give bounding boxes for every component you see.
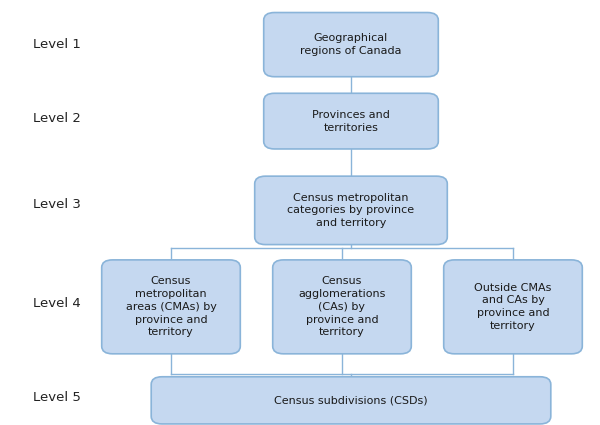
Text: Level 1: Level 1 bbox=[33, 38, 81, 51]
Text: Level 2: Level 2 bbox=[33, 113, 81, 125]
Text: Geographical
regions of Canada: Geographical regions of Canada bbox=[300, 33, 402, 56]
Text: Provinces and
territories: Provinces and territories bbox=[312, 110, 390, 133]
Text: Level 4: Level 4 bbox=[33, 298, 81, 310]
FancyBboxPatch shape bbox=[254, 176, 447, 245]
Text: Census subdivisions (CSDs): Census subdivisions (CSDs) bbox=[274, 395, 428, 405]
FancyBboxPatch shape bbox=[444, 260, 582, 354]
FancyBboxPatch shape bbox=[264, 94, 438, 149]
FancyBboxPatch shape bbox=[272, 260, 412, 354]
FancyBboxPatch shape bbox=[264, 12, 438, 76]
FancyBboxPatch shape bbox=[101, 260, 240, 354]
Text: Census
metropolitan
areas (CMAs) by
province and
territory: Census metropolitan areas (CMAs) by prov… bbox=[125, 276, 217, 337]
Text: Census
agglomerations
(CAs) by
province and
territory: Census agglomerations (CAs) by province … bbox=[298, 276, 386, 337]
Text: Outside CMAs
and CAs by
province and
territory: Outside CMAs and CAs by province and ter… bbox=[475, 283, 551, 331]
FancyBboxPatch shape bbox=[151, 377, 551, 424]
Text: Level 3: Level 3 bbox=[33, 198, 81, 210]
Text: Level 5: Level 5 bbox=[33, 391, 81, 404]
Text: Census metropolitan
categories by province
and territory: Census metropolitan categories by provin… bbox=[287, 193, 415, 228]
